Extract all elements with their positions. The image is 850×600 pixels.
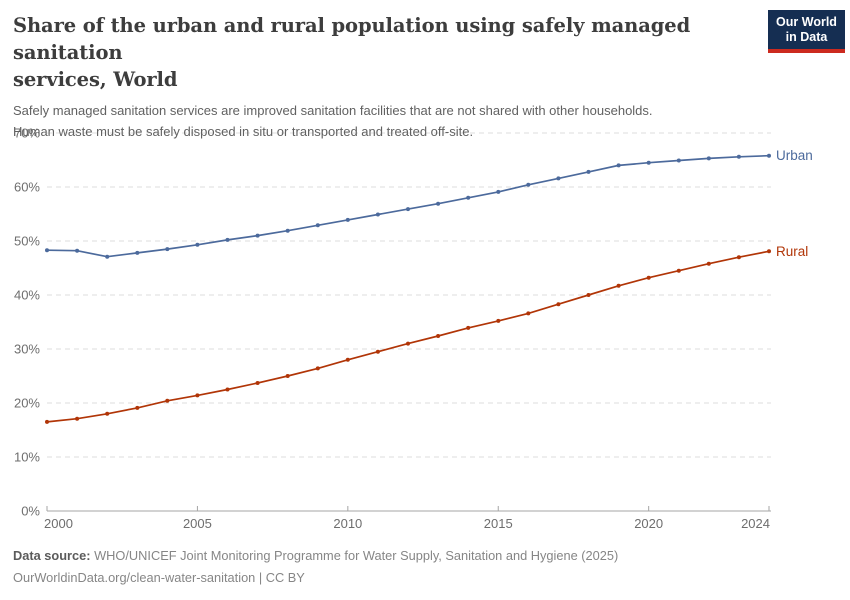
data-point-urban[interactable] [767, 153, 771, 158]
data-point-urban[interactable] [706, 156, 711, 161]
data-point-urban[interactable] [616, 163, 621, 168]
y-tick-label: 0% [21, 504, 40, 519]
data-point-rural[interactable] [255, 381, 260, 385]
data-source-line: Data source: WHO/UNICEF Joint Monitoring… [13, 545, 813, 567]
y-tick-label: 20% [14, 396, 40, 411]
owid-logo-line2: in Data [785, 30, 828, 44]
chart-footer: Data source: WHO/UNICEF Joint Monitoring… [13, 545, 813, 588]
data-point-urban[interactable] [165, 247, 170, 252]
y-tick-label: 50% [14, 234, 40, 249]
data-point-urban[interactable] [406, 207, 410, 212]
data-point-rural[interactable] [646, 275, 651, 280]
data-point-rural[interactable] [225, 387, 230, 392]
data-point-urban[interactable] [586, 169, 591, 174]
series-line-rural[interactable] [46, 250, 770, 423]
series-line-urban[interactable] [46, 154, 770, 258]
data-source-text: WHO/UNICEF Joint Monitoring Programme fo… [90, 548, 619, 563]
data-point-rural[interactable] [165, 398, 170, 403]
chart-subtitle: Safely managed sanitation services are i… [13, 100, 758, 142]
y-tick-label: 30% [14, 342, 40, 357]
x-tick-label: 2020 [634, 516, 663, 531]
page-title: Share of the urban and rural population … [13, 12, 758, 93]
owid-logo-accent-bar [768, 49, 845, 53]
data-point-rural[interactable] [616, 283, 621, 288]
data-point-rural[interactable] [767, 249, 771, 254]
data-point-urban[interactable] [105, 254, 110, 259]
data-point-urban[interactable] [436, 201, 441, 206]
data-point-urban[interactable] [345, 217, 350, 222]
data-point-rural[interactable] [436, 334, 441, 338]
chart-subtitle-line2: Human waste must be safely disposed in s… [13, 124, 474, 139]
data-point-rural[interactable] [45, 419, 49, 424]
owid-logo-line1: Our World [776, 15, 837, 29]
data-point-rural[interactable] [466, 325, 471, 330]
data-point-urban[interactable] [496, 189, 501, 194]
x-tick-label: 2015 [484, 516, 513, 531]
chart-subtitle-line1: Safely managed sanitation services are i… [13, 103, 653, 118]
data-point-rural[interactable] [105, 411, 110, 416]
data-point-rural[interactable] [676, 268, 681, 273]
data-point-rural[interactable] [556, 302, 561, 307]
page-title-line1: Share of the urban and rural population … [13, 14, 691, 64]
license-line: OurWorldinData.org/clean-water-sanitatio… [13, 569, 305, 585]
data-point-urban[interactable] [556, 176, 561, 181]
chart-header: Share of the urban and rural population … [13, 12, 758, 142]
data-point-rural[interactable] [736, 255, 741, 260]
data-point-urban[interactable] [646, 160, 651, 165]
data-point-urban[interactable] [225, 237, 230, 242]
data-point-rural[interactable] [706, 261, 711, 266]
y-tick-label: 70% [14, 126, 40, 141]
data-point-urban[interactable] [526, 182, 531, 187]
data-point-rural[interactable] [586, 293, 591, 297]
x-tick-label: 2010 [333, 516, 362, 531]
data-point-urban[interactable] [736, 154, 741, 159]
data-point-rural[interactable] [315, 366, 320, 371]
data-point-rural[interactable] [345, 357, 350, 362]
data-source-label: Data source: [13, 548, 91, 563]
data-point-urban[interactable] [315, 223, 320, 228]
data-point-urban[interactable] [466, 195, 471, 200]
data-point-rural[interactable] [496, 318, 501, 323]
data-point-urban[interactable] [75, 248, 80, 253]
x-tick-label: 2005 [183, 516, 212, 531]
x-tick-label: 2024 [741, 516, 770, 531]
page-title-line2: services, World [13, 68, 178, 91]
data-point-rural[interactable] [285, 374, 290, 378]
data-point-urban[interactable] [195, 242, 200, 247]
series-label-rural[interactable]: Rural [776, 244, 808, 259]
y-tick-label: 10% [14, 450, 40, 465]
data-point-urban[interactable] [45, 248, 49, 253]
data-point-urban[interactable] [676, 158, 681, 163]
x-tick-label: 2000 [44, 516, 73, 531]
data-point-rural[interactable] [195, 393, 200, 398]
owid-logo-text: Our World in Data [768, 10, 845, 49]
data-point-rural[interactable] [375, 349, 380, 354]
data-point-urban[interactable] [375, 212, 380, 217]
data-point-urban[interactable] [255, 233, 260, 238]
data-point-rural[interactable] [75, 416, 80, 421]
data-point-rural[interactable] [135, 405, 140, 410]
series-label-urban[interactable]: Urban [776, 148, 813, 163]
data-point-rural[interactable] [406, 341, 410, 346]
owid-logo[interactable]: Our World in Data [768, 10, 845, 53]
data-point-urban[interactable] [135, 250, 140, 255]
data-point-rural[interactable] [526, 311, 531, 316]
data-point-urban[interactable] [285, 228, 290, 233]
y-tick-label: 60% [14, 180, 40, 195]
y-tick-label: 40% [14, 288, 40, 303]
